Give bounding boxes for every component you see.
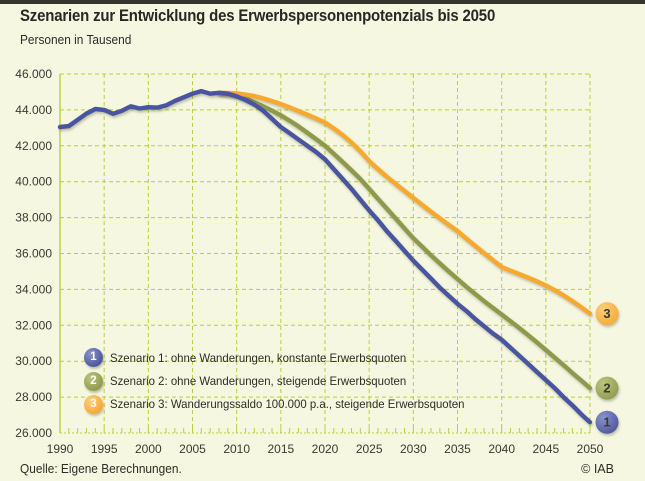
grid [59, 73, 591, 434]
y-tick-label: 26.000 [15, 426, 52, 440]
end-marker-1 [595, 410, 619, 434]
legend-marker-1-icon: 1 [84, 348, 103, 368]
end-marker-2 [595, 376, 619, 400]
y-tick-label: 28.000 [15, 390, 52, 404]
top-accent-bar [0, 0, 645, 4]
y-tick-label: 46.000 [15, 67, 52, 81]
y-axis-labels: 26.000 28.000 30.000 32.000 34.000 36.000 38.0… [15, 67, 52, 440]
x-tick-label: 2035 [444, 442, 471, 456]
y-tick-label: 38.000 [15, 211, 52, 225]
legend-marker-3-icon: 3 [84, 394, 103, 414]
end-markers: 1 2 3 [595, 302, 619, 434]
series-lines [57, 88, 593, 425]
source-note: Quelle: Eigene Berechnungen. [20, 462, 182, 476]
x-tick-label: 2045 [532, 442, 559, 456]
end-marker-label: 3 [603, 306, 610, 321]
legend-item-szenario-3: 3 Szenario 3: Wanderungssaldo 100.000 p.… [84, 393, 483, 416]
series-line-2 [216, 90, 593, 391]
y-tick-label: 44.000 [15, 103, 52, 117]
x-tick-label: 2015 [267, 442, 294, 456]
x-tick-label: 2005 [179, 442, 206, 456]
y-tick-label: 32.000 [15, 318, 52, 332]
x-tick-label: 2000 [135, 442, 162, 456]
legend-item-szenario-1: 1 Szenario 1: ohne Wanderungen, konstant… [84, 346, 483, 369]
x-tick-label: 2025 [356, 442, 383, 456]
y-tick-label: 34.000 [15, 282, 52, 296]
series-line-3 [216, 90, 593, 316]
legend-label-szenario-1: Szenario 1: ohne Wanderungen, konstante … [110, 350, 407, 365]
end-marker-label: 2 [603, 381, 610, 396]
x-tick-label: 2010 [223, 442, 250, 456]
series-line-1 [57, 88, 593, 425]
x-tick-label: 2050 [577, 442, 604, 456]
y-tick-label: 30.000 [15, 354, 52, 368]
x-tick-label: 1995 [91, 442, 118, 456]
legend-label-szenario-3: Szenario 3: Wanderungssaldo 100.000 p.a.… [110, 397, 465, 412]
chart-legend: 1 Szenario 1: ohne Wanderungen, konstant… [84, 346, 483, 416]
y-tick-label: 40.000 [15, 175, 52, 189]
x-tick-label: 2040 [488, 442, 515, 456]
end-marker-label: 1 [603, 415, 610, 430]
x-tick-label: 2020 [312, 442, 339, 456]
chart-title: Szenarien zur Entwicklung des Erwerbsper… [20, 6, 496, 25]
y-tick-label: 36.000 [15, 247, 52, 261]
y-tick-label: 42.000 [15, 139, 52, 153]
credit-note: © IAB [581, 462, 614, 476]
x-tick-label: 2030 [400, 442, 427, 456]
legend-label-szenario-2: Szenario 2: ohne Wanderungen, steigende … [110, 374, 407, 389]
legend-marker-2-icon: 2 [84, 371, 103, 391]
x-axis-labels: 1990 1995 2000 2005 2010 2015 2020 2025 2030 2035… [47, 442, 604, 456]
chart-subtitle: Personen in Tausend [20, 33, 132, 47]
x-tick-label: 1990 [47, 442, 74, 456]
end-marker-3 [595, 302, 619, 326]
legend-item-szenario-2: 2 Szenario 2: ohne Wanderungen, steigend… [84, 369, 483, 392]
